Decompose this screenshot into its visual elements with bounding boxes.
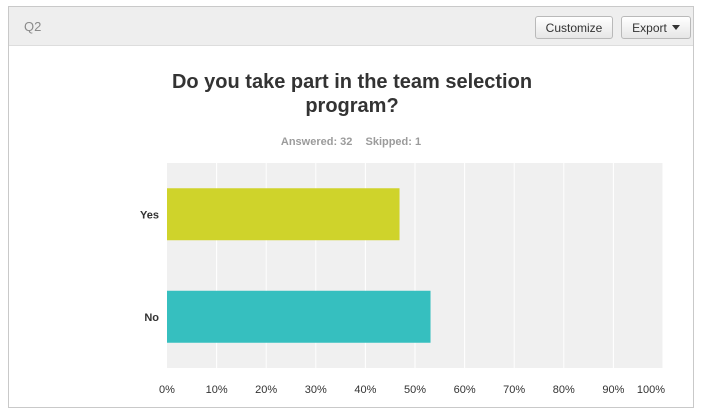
x-tick-label: 100%: [637, 384, 665, 396]
bar-no: [167, 290, 431, 343]
x-tick-label: 30%: [305, 384, 327, 396]
category-label: No: [144, 312, 159, 324]
skipped-count: Skipped: 1: [365, 136, 422, 148]
x-tick-label: 10%: [206, 384, 228, 396]
x-tick-label: 20%: [255, 384, 277, 396]
export-button-label: Export: [632, 20, 667, 35]
caret-down-icon: [671, 25, 680, 30]
x-tick-label: 70%: [503, 384, 525, 396]
chart-title-line-1: Do you take part in the team selection: [171, 71, 533, 93]
panel-header: Q2 Customize Export: [9, 7, 693, 46]
question-number: Q2: [24, 19, 42, 34]
customize-button-label: Customize: [545, 20, 603, 35]
export-button[interactable]: Export: [621, 16, 691, 39]
answered-count: Answered: 32: [280, 136, 353, 148]
category-label: Yes: [140, 209, 159, 221]
response-stats: Answered: 32 Skipped: 1: [9, 136, 693, 148]
customize-button[interactable]: Customize: [535, 16, 613, 39]
bar-yes: [167, 188, 400, 241]
x-tick-label: 90%: [602, 384, 624, 396]
chart-title-line-2: program?: [305, 95, 399, 117]
x-tick-label: 80%: [553, 384, 575, 396]
x-tick-label: 0%: [159, 384, 175, 396]
x-tick-label: 50%: [404, 384, 426, 396]
x-tick-label: 60%: [454, 384, 476, 396]
x-tick-label: 40%: [354, 384, 376, 396]
chart-title: Do you take part in the team selection p…: [109, 70, 595, 118]
